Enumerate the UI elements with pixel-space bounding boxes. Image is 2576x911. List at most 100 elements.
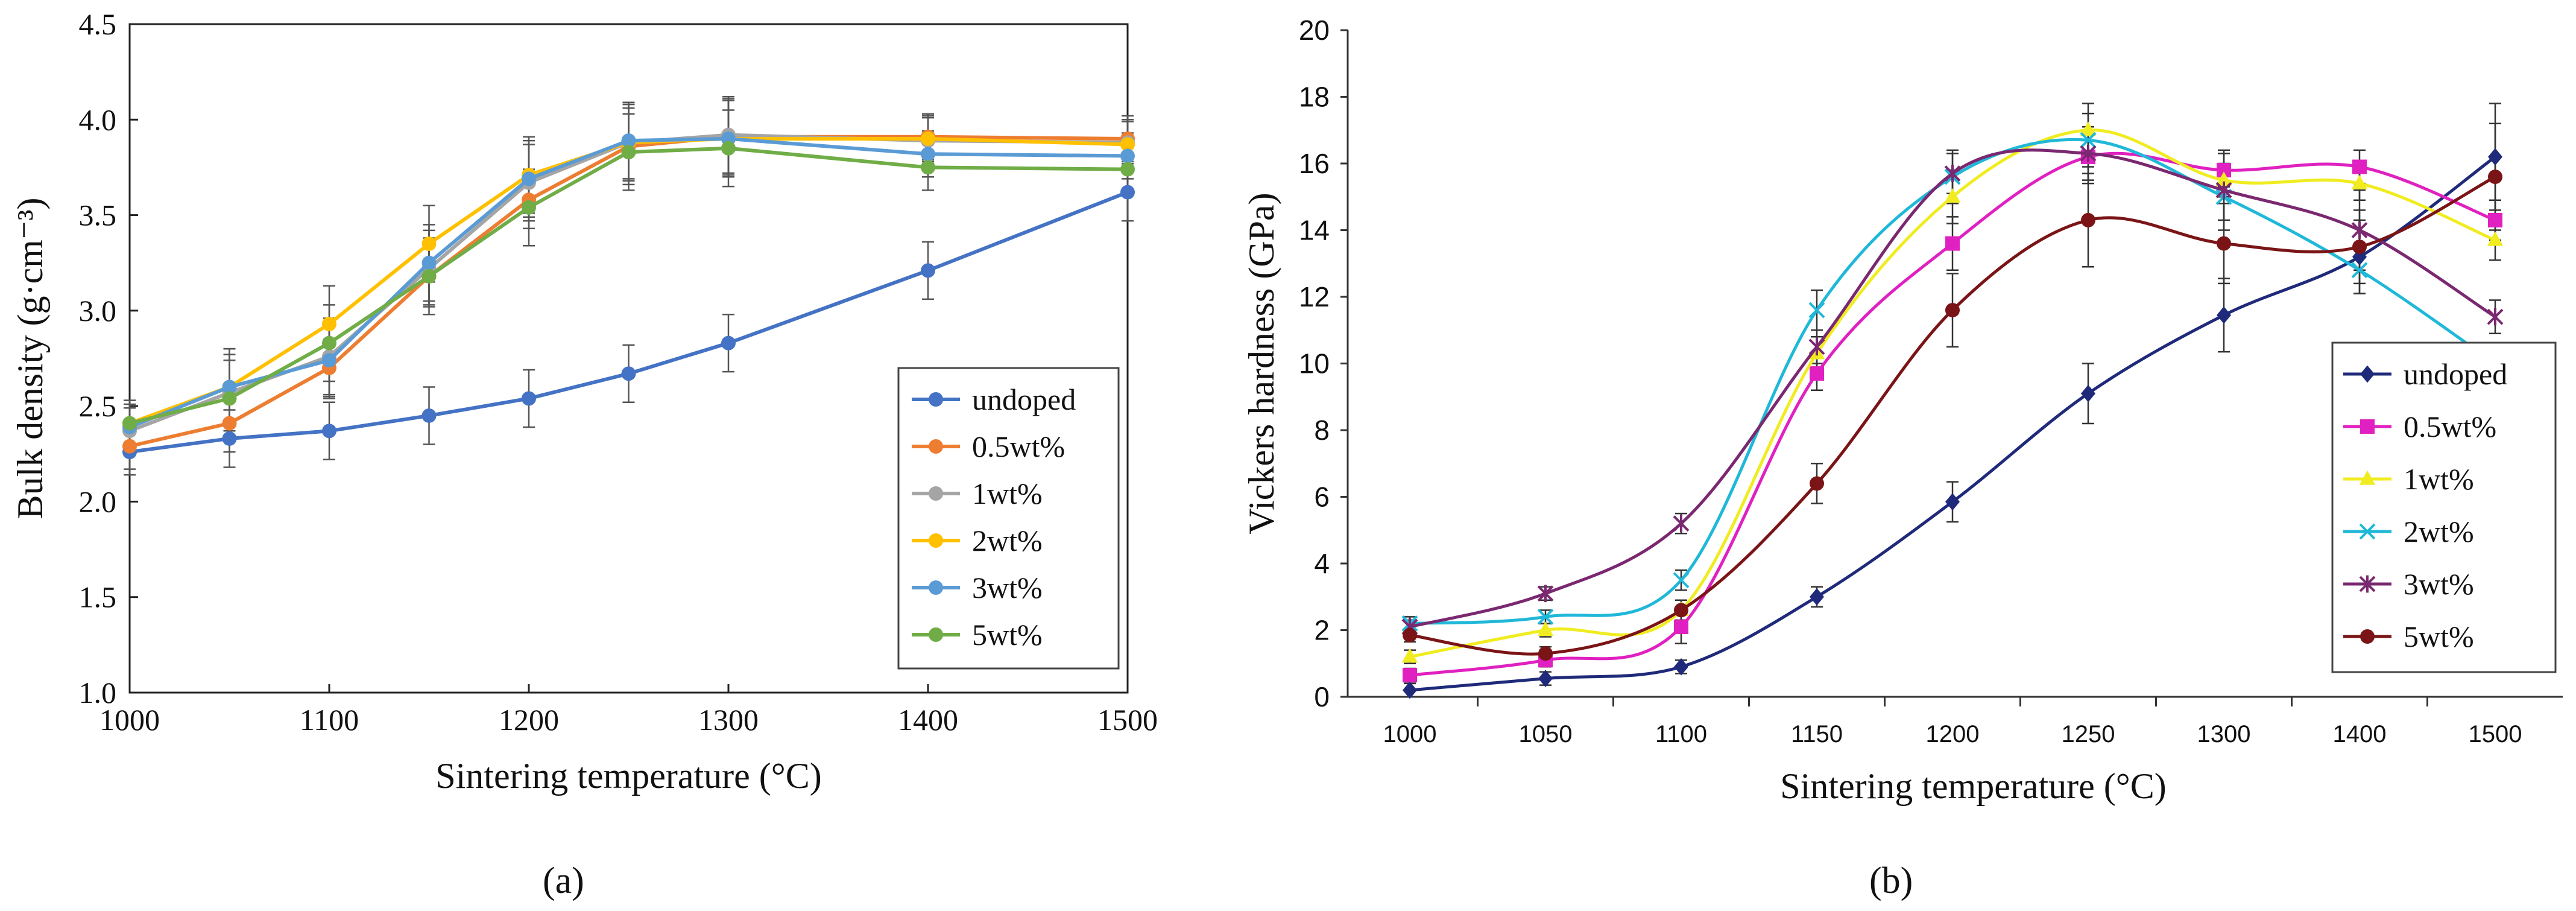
data-point (1120, 148, 1135, 163)
y-tick-label: 2.5 (79, 389, 117, 423)
data-point (2215, 181, 2232, 199)
data-point (1537, 621, 1554, 636)
x-tick-label: 1100 (1655, 721, 1707, 748)
y-tick-label: 10 (1299, 348, 1330, 379)
legend-marker (929, 486, 943, 501)
legend-label: 2wt% (2404, 515, 2474, 548)
y-tick-label: 3.0 (79, 294, 117, 328)
y-tick-label: 2.0 (79, 484, 117, 518)
x-axis-label: Sintering temperature (°C) (1780, 766, 2166, 806)
data-point (1537, 608, 1554, 625)
data-point (1120, 137, 1135, 152)
data-point (1673, 515, 1690, 533)
data-point (1538, 646, 1553, 661)
data-point (2487, 308, 2504, 326)
data-point (2352, 240, 2367, 255)
data-point (1403, 681, 1417, 699)
legend-marker (929, 392, 943, 407)
data-point (1403, 627, 1417, 643)
x-tick-label: 1000 (1383, 721, 1437, 748)
legend-marker (2359, 575, 2376, 593)
legend-marker (929, 439, 943, 454)
data-point (522, 200, 536, 215)
legend-marker (2359, 470, 2376, 485)
legend-marker (2360, 365, 2375, 383)
data-point (2487, 231, 2504, 246)
x-tick-label: 1400 (2333, 721, 2387, 748)
data-point (421, 268, 437, 284)
x-tick-label: 1500 (2469, 721, 2522, 748)
x-tick-label: 1400 (898, 703, 958, 737)
data-point (1945, 493, 1960, 511)
legend-marker (2360, 419, 2375, 434)
data-point (2080, 121, 2097, 136)
data-point (322, 353, 336, 368)
series-line (1409, 129, 2496, 659)
data-point (122, 439, 137, 454)
data-point (2217, 236, 2231, 251)
legend-label: 1wt% (972, 477, 1043, 510)
data-point (921, 131, 935, 146)
legend-label: 1wt% (2404, 462, 2474, 496)
y-tick-label: 1.0 (79, 676, 117, 709)
y-tick-label: 1.5 (79, 580, 117, 614)
data-point (2488, 212, 2502, 227)
y-tick-label: 2 (1314, 615, 1330, 646)
vickers-hardness-chart: 0 2 4 6 8 10 12 14 16 18 20 1000 1050 1100 1150 1200 125… (1242, 14, 2563, 806)
x-tick-label: 1250 (2062, 721, 2115, 748)
y-tick-label: 12 (1299, 281, 1330, 313)
data-point (721, 141, 736, 156)
y-tick-label: 3.5 (79, 198, 117, 232)
legend-box (2331, 341, 2557, 673)
x-axis-label: Sintering temperature (°C) (435, 756, 821, 796)
legend-label: 3wt% (2404, 567, 2474, 601)
series-line (1409, 175, 2496, 656)
legend-label: 2wt% (972, 524, 1043, 557)
legend-label: 5wt% (2404, 620, 2474, 653)
series-line (1409, 138, 2496, 625)
data-point (421, 408, 437, 423)
legend-marker (929, 580, 943, 595)
legend-label: 0.5wt% (2404, 410, 2496, 443)
y-tick-label: 4 (1314, 548, 1330, 579)
y-tick-label: 8 (1314, 414, 1330, 446)
panel-label-a: (a) (543, 860, 584, 901)
data-point (1403, 668, 1417, 683)
legend-marker (929, 627, 943, 642)
data-point (621, 366, 636, 381)
legend-marker (2359, 523, 2376, 540)
data-point (2352, 159, 2367, 174)
data-point (222, 416, 237, 431)
data-point (621, 133, 636, 148)
y-tick-label: 0 (1314, 681, 1330, 713)
data-point (1401, 648, 1418, 663)
data-point (1810, 476, 1824, 491)
data-point (1810, 366, 1824, 381)
data-point (1945, 236, 1960, 251)
data-point (2351, 174, 2368, 189)
legend-label: undoped (972, 382, 1076, 416)
y-axis-label: Bulk density (g·cm⁻³) (10, 198, 50, 519)
data-point (2351, 221, 2368, 239)
data-point (2488, 170, 2502, 185)
y-tick-label: 14 (1299, 215, 1330, 246)
data-point (421, 236, 437, 252)
data-point (1944, 165, 1961, 182)
data-point (1120, 185, 1135, 200)
data-point (921, 147, 935, 162)
data-point (322, 317, 336, 332)
data-point (1673, 572, 1690, 589)
x-tick-label: 1050 (1519, 721, 1573, 748)
data-point (2080, 132, 2097, 148)
y-tick-label: 16 (1299, 148, 1330, 179)
data-point (2351, 262, 2368, 279)
data-point (721, 335, 736, 351)
data-point (1944, 188, 1961, 203)
data-point (921, 263, 935, 278)
legend-marker (2360, 629, 2375, 644)
data-point (1120, 162, 1135, 177)
x-tick-label: 1200 (499, 703, 559, 737)
y-tick-label: 20 (1299, 14, 1330, 46)
data-point (2217, 306, 2231, 324)
